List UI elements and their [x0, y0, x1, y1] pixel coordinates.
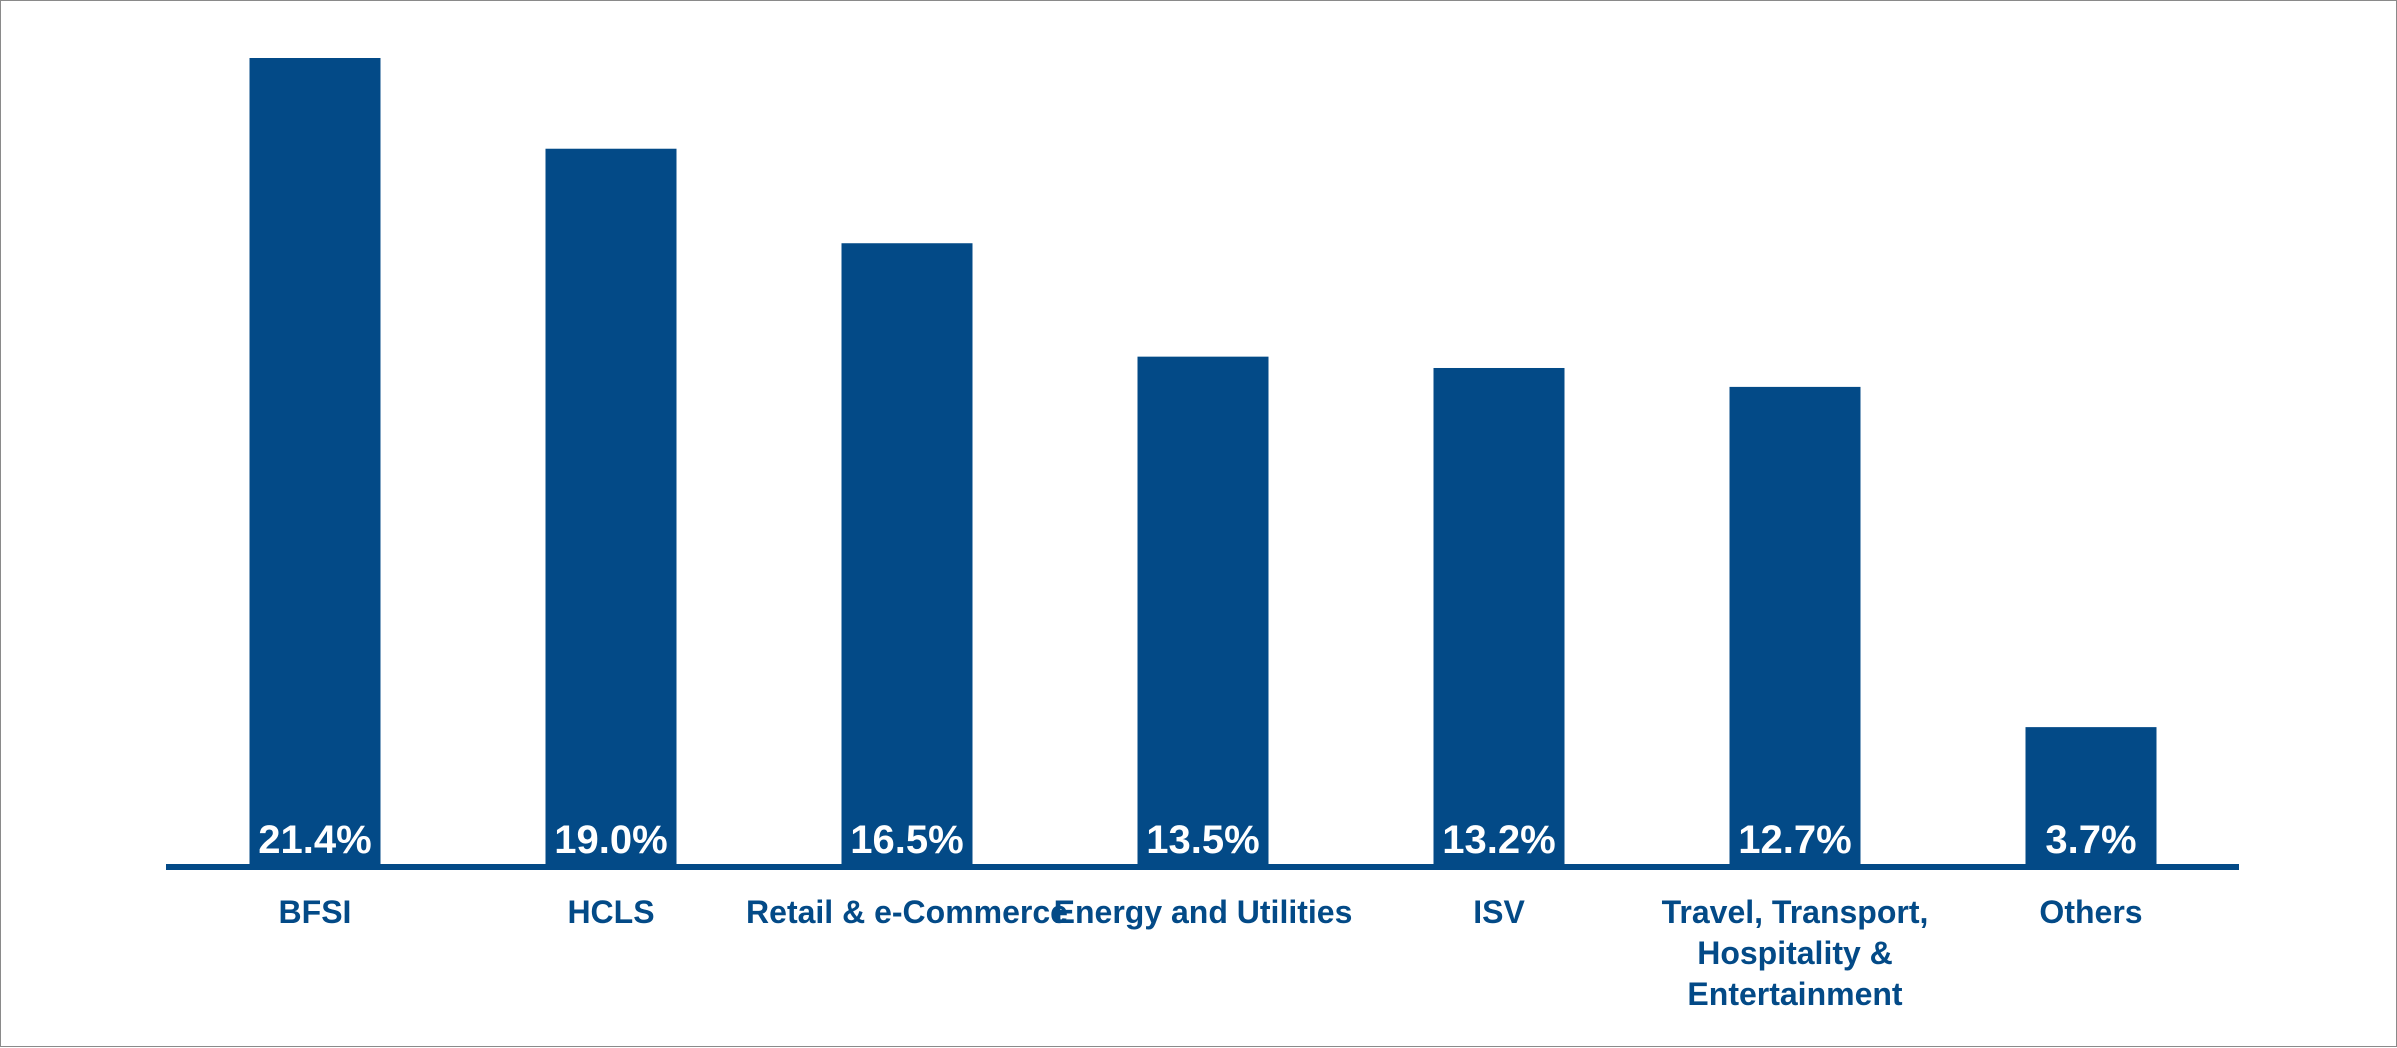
category-label-line: Others: [2039, 894, 2142, 930]
category-label-line: HCLS: [567, 894, 654, 930]
category-label: Others: [2039, 894, 2142, 930]
bar-value-label: 13.5%: [1146, 818, 1259, 862]
bar-value-label: 3.7%: [2045, 818, 2136, 862]
bar: [545, 148, 677, 867]
bars-group: [249, 58, 2157, 868]
bar-value-label: 19.0%: [554, 818, 667, 862]
bar: [1729, 386, 1861, 867]
bar: [1137, 356, 1269, 867]
bar: [2025, 727, 2157, 867]
bar: [1433, 367, 1565, 867]
category-label: Energy and Utilities: [1054, 894, 1353, 930]
category-label-line: Travel, Transport,: [1662, 894, 1929, 930]
category-label: ISV: [1473, 894, 1525, 930]
category-label-line: ISV: [1473, 894, 1525, 930]
category-label-line: Retail & e-Commerce: [746, 894, 1068, 930]
bar-value-label: 21.4%: [258, 818, 371, 862]
bar: [841, 243, 973, 868]
category-label: Travel, Transport, Hospitality & Entertain…: [1662, 894, 1929, 1012]
category-label-line: Entertainment: [1687, 976, 1902, 1012]
category-label: HCLS: [567, 894, 654, 930]
bar-value-label: 16.5%: [850, 818, 963, 862]
category-label-line: BFSI: [279, 894, 352, 930]
category-label-line: Hospitality &: [1697, 935, 1893, 971]
category-label: BFSI: [279, 894, 352, 930]
category-label-line: Energy and Utilities: [1054, 894, 1353, 930]
bar-value-label: 12.7%: [1738, 818, 1851, 862]
bar: [249, 58, 381, 867]
bar-value-label: 13.2%: [1442, 818, 1555, 862]
category-label: Retail & e-Commerce: [746, 894, 1068, 930]
value-labels-group: 21.4% 19.0% 16.5% 13.5% 13.2% 12.7% 3.7%: [258, 818, 2136, 862]
